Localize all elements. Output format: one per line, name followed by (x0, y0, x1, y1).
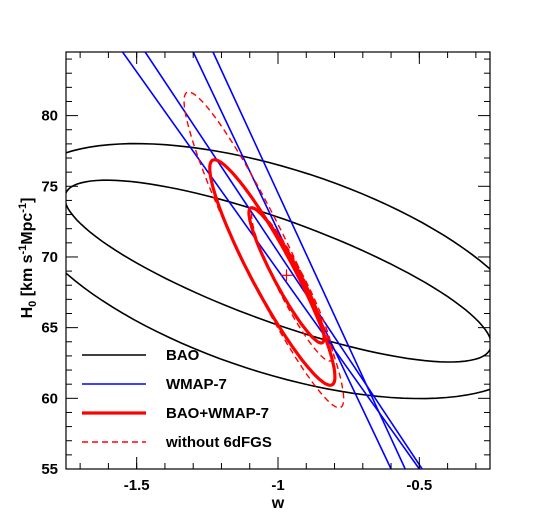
series-wmap-7-line (144, 52, 423, 469)
y-tick-label: 60 (41, 390, 58, 407)
y-tick-label: 65 (41, 320, 58, 337)
legend: BAO WMAP-7 BAO+WMAP-7 without 6dFGS (82, 347, 272, 451)
x-tick-label: -0.5 (406, 477, 432, 494)
y-tick-label: 70 (41, 249, 58, 266)
axis-ticks: -1.5 -1 -0.5 55 60 65 70 75 80 (41, 52, 490, 494)
y-axis-title: H0 [km s-1Mpc-1] (17, 198, 39, 319)
y-axis-title-sup2: -1 (17, 203, 29, 213)
series-without-6dfgs-contour-2 (183, 91, 345, 409)
y-axis-title-sup1: -1 (17, 245, 29, 255)
plot-border (65, 51, 491, 470)
y-axis-title-mid: Mpc (19, 213, 36, 245)
series-without-6dfgs-contour-1 (250, 208, 334, 362)
y-axis-title-h: H (19, 307, 36, 319)
x-tick-label: -1.5 (124, 477, 150, 494)
legend-label-bao-wmap7: BAO+WMAP-7 (166, 405, 269, 422)
series-wmap-7-line (121, 52, 420, 469)
series-bao-wmap-7-contour-1 (247, 206, 326, 345)
series-wmap-7-line (212, 52, 406, 469)
y-axis-title-close: ] (19, 198, 36, 203)
x-axis-title: w (271, 495, 285, 512)
y-tick-label: 55 (41, 461, 58, 478)
x-tick-label: -1 (271, 477, 284, 494)
legend-label-wmap7: WMAP-7 (166, 376, 227, 393)
y-tick-label: 80 (41, 108, 58, 125)
data-area (66, 52, 490, 469)
legend-label-bao: BAO (166, 347, 200, 364)
legend-label-without-6dfgs: without 6dFGS (165, 434, 272, 451)
y-axis-title-open: [km s (19, 254, 36, 300)
series-bao-contour-1 (66, 179, 490, 363)
y-axis-title-sub: 0 (27, 301, 39, 307)
series-bao-wmap-7-contour-2 (208, 158, 337, 387)
y-tick-label: 75 (41, 178, 58, 195)
series-bao-contour-2 (66, 142, 490, 400)
plot-frame (65, 51, 491, 470)
